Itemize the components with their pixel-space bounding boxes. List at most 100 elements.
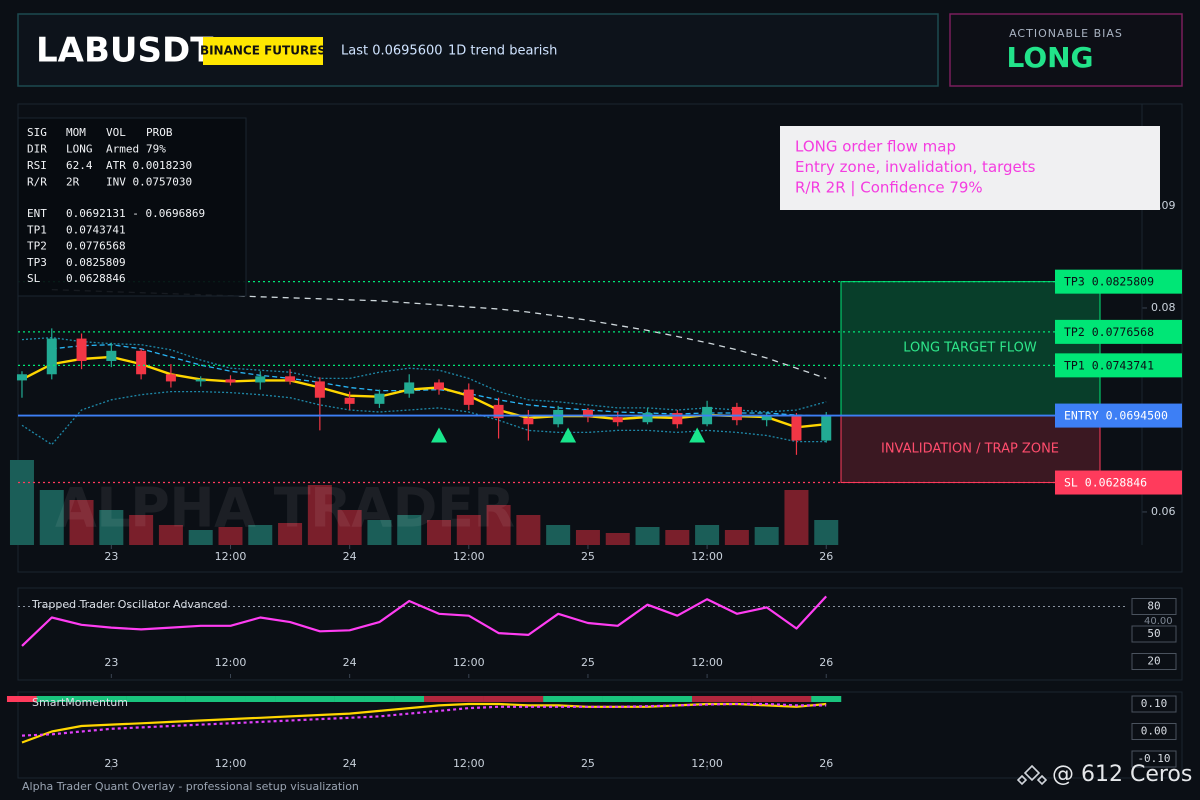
candle-body <box>612 417 623 423</box>
level-value: 0.0743741 <box>1092 358 1154 372</box>
info-level: 0.0692131 - 0.0696869 <box>66 207 205 220</box>
momentum-state <box>692 696 723 702</box>
header-box <box>17 13 939 87</box>
volume-bar <box>665 530 690 545</box>
info-stat: 62.4 <box>66 159 93 172</box>
momentum-state <box>6 696 37 702</box>
candle-body <box>523 418 534 425</box>
volume-bar <box>99 510 124 545</box>
candle-body <box>374 393 385 404</box>
momentum-state <box>602 696 633 702</box>
x-tick-label: 25 <box>581 550 595 563</box>
level-value: 0.0628846 <box>1085 475 1147 489</box>
x-tick-label: 12:00 <box>215 550 247 563</box>
momentum-state <box>304 696 335 702</box>
x-tick-label: 24 <box>343 550 357 563</box>
volume-bar <box>158 525 183 545</box>
momentum-panel <box>17 691 1183 779</box>
x-tick-label: 12:00 <box>453 757 485 770</box>
x-tick-label: 12:00 <box>453 656 485 669</box>
info-stat: 2R <box>66 176 80 189</box>
y-tick-label: 0.06 <box>1151 505 1176 518</box>
marker-label: 40.00 <box>1144 616 1173 627</box>
info-stat: INV 0.0757030 <box>106 176 192 189</box>
volume-bar <box>724 530 749 545</box>
overlay-line <box>21 355 827 429</box>
volume-bar <box>635 527 660 545</box>
annotation-line: R/R 2R | Confidence 79% <box>795 179 983 197</box>
momentum-state <box>334 696 365 702</box>
candle-body <box>344 397 355 404</box>
info-level: TP1 <box>27 223 47 236</box>
volume-bar <box>129 515 154 545</box>
info-stat: LONG <box>66 143 93 156</box>
candle-body <box>255 376 266 383</box>
momentum-state <box>155 696 186 702</box>
volume-bar <box>546 525 571 545</box>
level-name: SL <box>1064 475 1078 489</box>
level-name: TP1 <box>1064 358 1085 372</box>
volume-bar <box>516 515 541 545</box>
momentum-state <box>364 696 395 702</box>
info-level: 0.0743741 <box>66 223 126 236</box>
momentum-state <box>811 696 842 702</box>
x-tick-label: 12:00 <box>691 757 723 770</box>
level-name: ENTRY <box>1064 408 1099 422</box>
volume-bar <box>248 525 273 545</box>
target-zone-label: LONG TARGET FLOW <box>903 341 1037 356</box>
info-stat: DIR <box>27 143 47 156</box>
candle-body <box>165 374 176 382</box>
overlay-line <box>21 390 827 446</box>
candle-body <box>285 376 296 382</box>
momentum-state <box>483 696 514 702</box>
momentum-state <box>513 696 544 702</box>
volume-bar <box>39 490 64 545</box>
momentum-state <box>36 696 67 702</box>
overlay-line <box>51 288 827 380</box>
info-level: TP2 <box>27 240 47 253</box>
candle-body <box>136 350 147 375</box>
y-tick-label: 0.00 <box>1141 725 1168 738</box>
momentum-state <box>424 696 455 702</box>
y-tick-label: 0.10 <box>1141 697 1168 710</box>
level-name: TP3 <box>1064 274 1085 288</box>
info-stat: MOM <box>66 126 86 139</box>
series-line <box>21 702 827 744</box>
signal-marker <box>431 427 448 443</box>
info-level: 0.0825809 <box>66 256 126 269</box>
candle-body <box>463 389 474 405</box>
series-line <box>21 595 828 647</box>
info-stat: RSI <box>27 159 47 172</box>
annotation-line: Entry zone, invalidation, targets <box>795 158 1036 176</box>
volume-bar <box>367 520 392 545</box>
x-tick-label: 12:00 <box>215 656 247 669</box>
x-tick-label: 26 <box>819 656 833 669</box>
info-stat: SIG <box>27 126 47 139</box>
bias-label: ACTIONABLE BIAS <box>1009 27 1123 40</box>
y-tick-label: 0.08 <box>1151 301 1176 314</box>
candle-body <box>582 409 593 418</box>
info-level: ENT <box>27 207 47 220</box>
y-tick-box <box>1131 598 1177 615</box>
momentum-state <box>66 696 97 702</box>
panel-title: Trapped Trader Oscillator Advanced <box>31 598 227 611</box>
momentum-state <box>751 696 782 702</box>
candle-body <box>553 409 564 425</box>
volume-bar <box>456 515 481 545</box>
candle-body <box>821 415 832 441</box>
volume-bar <box>397 515 422 545</box>
signal-marker <box>560 427 577 443</box>
overlay-line <box>51 344 827 417</box>
volume-bar <box>218 527 243 545</box>
level-tag <box>1055 269 1182 294</box>
volume-bar <box>575 530 600 545</box>
x-tick-label: 26 <box>819 550 833 563</box>
level-value: 0.0694500 <box>1106 408 1168 422</box>
x-tick-label: 12:00 <box>691 656 723 669</box>
volume-bar <box>278 523 303 545</box>
level-tag-label: TP2 0.0776568 <box>1064 324 1154 338</box>
credit: @ 612 Ceros <box>1052 762 1192 787</box>
credit-icon <box>1016 764 1048 786</box>
